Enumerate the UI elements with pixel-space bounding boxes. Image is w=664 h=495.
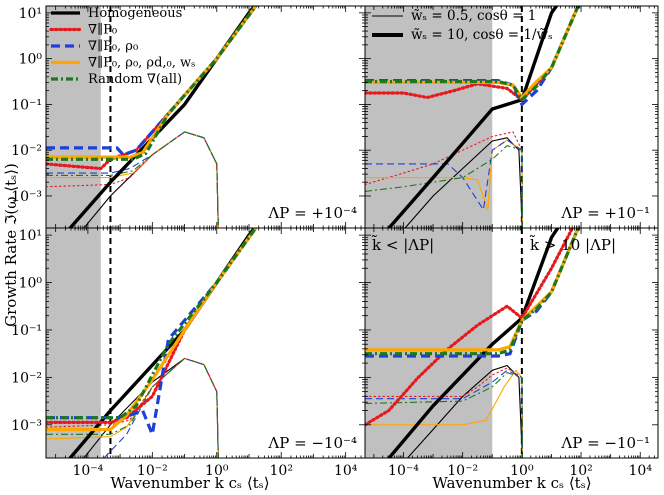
series-line xyxy=(365,228,580,356)
y-axis-label: Growth Rate ℑ(ω ⟨tₛ⟩) xyxy=(2,163,20,327)
legend-label: w̃ₛ = 0.5, cosθ = 1 xyxy=(411,8,536,24)
series-line xyxy=(46,357,219,458)
x-tick-label: 10⁴ xyxy=(334,463,358,479)
x-tick-label: 10⁻² xyxy=(137,463,168,479)
panel-frame xyxy=(364,227,659,459)
series-line xyxy=(46,131,219,228)
series-line xyxy=(365,6,580,102)
plot-area xyxy=(46,6,258,228)
lambda-label: ΛP = +10⁻⁴ xyxy=(267,204,357,222)
x-tick-label: 10² xyxy=(569,463,592,479)
series-line xyxy=(386,6,559,228)
shaded-region xyxy=(46,6,101,228)
y-tick-label: 10⁻³ xyxy=(11,189,42,205)
y-tick-label: 10¹ xyxy=(19,6,42,22)
series-line xyxy=(46,131,219,228)
legend-label: ∇∥P₀, ρ₀ xyxy=(88,39,138,54)
lambda-label: ΛP = −10⁻¹ xyxy=(560,434,650,452)
legend-label: Homogeneous xyxy=(88,6,182,21)
x-tick-label: 10⁴ xyxy=(629,463,653,479)
x-tick-label: 10⁻⁴ xyxy=(72,463,103,479)
y-tick-label: 10⁰ xyxy=(19,276,43,292)
x-tick-label: 10⁻² xyxy=(447,463,478,479)
shaded-region xyxy=(365,6,493,228)
series-line xyxy=(365,228,575,427)
y-tick-label: 10⁻² xyxy=(11,143,42,159)
panel-top-right: ΛP = +10⁻¹ xyxy=(364,5,659,229)
y-tick-label: 10⁰ xyxy=(19,52,43,68)
ticks xyxy=(365,228,658,458)
legend-left: Homogeneous ∇∥P₀∇∥P₀, ρ₀ ∇∥P₀, ρ₀, ρd,₀, w… xyxy=(49,6,196,87)
series-line xyxy=(365,139,524,228)
x-tick-label: 10⁰ xyxy=(205,463,229,479)
plot-area xyxy=(365,6,580,228)
series-line xyxy=(46,131,219,228)
plot-area xyxy=(365,228,580,458)
legend-right: w̃ₛ = 0.5, cosθ = 1 w̃ₛ = 10, cosθ = 1/w̃… xyxy=(372,8,553,43)
series-line xyxy=(46,6,258,161)
ticks xyxy=(46,228,365,458)
panel-bottom-left: 10¹ 10⁰ 10⁻¹ 10⁻² 10⁻³ 10⁻⁴ 10⁻² 10⁰ 10² 10⁴ ΛP = … xyxy=(11,227,366,479)
series-line xyxy=(365,372,524,458)
legend-label: w̃ₛ = 10, cosθ = 1/w̃ₛ xyxy=(411,27,553,43)
legend-label: Random ∇(all) xyxy=(88,72,182,87)
legend-label: ∇∥P₀, ρ₀, ρd,₀, wₛ xyxy=(88,56,196,71)
series-line xyxy=(365,6,580,102)
series-line xyxy=(46,6,258,157)
series-line xyxy=(46,228,258,432)
series-line xyxy=(365,131,524,228)
annotation-k-small: k̃ < |ΛP| xyxy=(371,235,434,254)
shaded-region xyxy=(46,228,101,458)
series-line xyxy=(406,364,523,458)
series-line xyxy=(365,6,580,106)
series-line xyxy=(46,6,258,171)
y-tick-label: 10⁻¹ xyxy=(11,97,42,113)
y-tick-label: 10⁻³ xyxy=(11,418,42,434)
lambda-label: ΛP = −10⁻⁴ xyxy=(267,434,357,452)
annotation-k-large: k̃ > 10 |ΛP| xyxy=(529,235,616,254)
lambda-label: ΛP = +10⁻¹ xyxy=(560,204,650,222)
panel-bottom-right: 10⁻⁴ 10⁻² 10⁰ 10² 10⁴ ΛP = −10⁻¹ xyxy=(364,227,659,479)
panel-top-left: 10¹ 10⁰ 10⁻¹ 10⁻² 10⁻³ ΛP = +10⁻⁴ xyxy=(11,5,366,229)
x-tick-label: 10² xyxy=(270,463,293,479)
series-line xyxy=(365,228,580,358)
series-line xyxy=(386,228,560,458)
plot-area xyxy=(46,228,258,458)
legend-label: ∇∥P₀ xyxy=(88,23,117,38)
series-line xyxy=(46,228,258,424)
series-line xyxy=(404,137,523,228)
shaded-region xyxy=(365,228,493,458)
x-axis-label-right: Wavenumber k cₛ ⟨tₛ⟩ xyxy=(432,474,591,492)
y-tick-label: 10⁻¹ xyxy=(11,323,42,339)
x-tick-label: 10⁰ xyxy=(510,463,534,479)
ticks xyxy=(365,6,658,228)
y-tick-label: 10¹ xyxy=(19,228,42,244)
y-tick-label: 10⁻² xyxy=(11,370,42,386)
x-tick-label: 10⁻⁴ xyxy=(388,463,419,479)
x-axis-label-left: Wavenumber k cₛ ⟨tₛ⟩ xyxy=(110,474,269,492)
series-line xyxy=(365,145,524,228)
